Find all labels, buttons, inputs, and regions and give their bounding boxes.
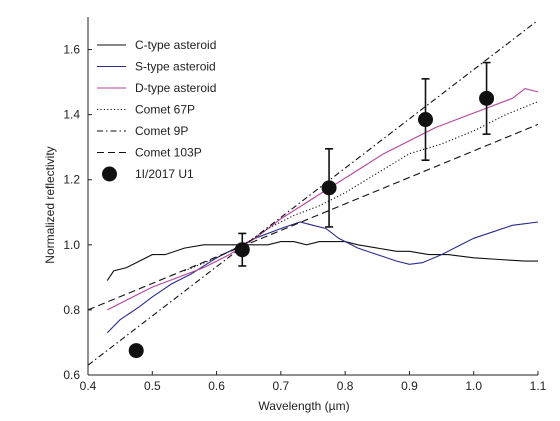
x-tick-label: 0.6 bbox=[208, 379, 225, 393]
legend: C-type asteroid S-type asteroid D-type ast… bbox=[97, 38, 216, 182]
y-tick-label: 0.8 bbox=[63, 303, 80, 317]
x-tick-label: 0.9 bbox=[401, 379, 418, 393]
series-line-6 bbox=[88, 123, 538, 311]
legend-label-4: Comet 67P bbox=[135, 103, 195, 117]
x-tick-label: 0.5 bbox=[144, 379, 161, 393]
data-point bbox=[418, 112, 433, 128]
series-line-2 bbox=[106, 221, 538, 334]
legend-label-5: Comet 9P bbox=[135, 124, 188, 138]
series-line-1 bbox=[106, 241, 538, 281]
y-axis-label: Normalized reflectivity bbox=[43, 146, 57, 263]
y-tick-label: 1.6 bbox=[63, 43, 80, 57]
y-tick-label: 1.4 bbox=[63, 108, 80, 122]
axes: 0.4 0.5 0.6 0.7 0.8 0.9 1.0 1.1 0.6 0.8 1.0 1.2 1.4 1… bbox=[63, 17, 547, 393]
data-point bbox=[321, 180, 337, 196]
x-tick-label: 1.0 bbox=[465, 379, 482, 393]
data-points bbox=[128, 61, 495, 359]
legend-swatch-points bbox=[102, 166, 117, 182]
legend-label-3: D-type asteroid bbox=[135, 81, 216, 95]
x-tick-label: 0.8 bbox=[337, 379, 354, 393]
y-tick-label: 0.6 bbox=[63, 368, 80, 382]
data-point bbox=[234, 242, 250, 258]
y-tick-label: 1.0 bbox=[63, 238, 80, 252]
legend-label-points: 1I/2017 U1 bbox=[135, 167, 194, 181]
x-tick-label: 1.1 bbox=[530, 379, 547, 393]
series-line-3 bbox=[107, 88, 538, 311]
legend-label-6: Comet 103P bbox=[135, 146, 202, 160]
x-axis-label: Wavelength (µm) bbox=[258, 399, 349, 413]
y-tick-label: 1.2 bbox=[63, 173, 80, 187]
legend-label-2: S-type asteroid bbox=[135, 60, 216, 74]
legend-label-1: C-type asteroid bbox=[135, 38, 216, 52]
data-point bbox=[128, 343, 144, 359]
data-point bbox=[479, 90, 495, 106]
x-tick-label: 0.7 bbox=[273, 379, 290, 393]
x-tick-label: 0.4 bbox=[80, 379, 97, 393]
